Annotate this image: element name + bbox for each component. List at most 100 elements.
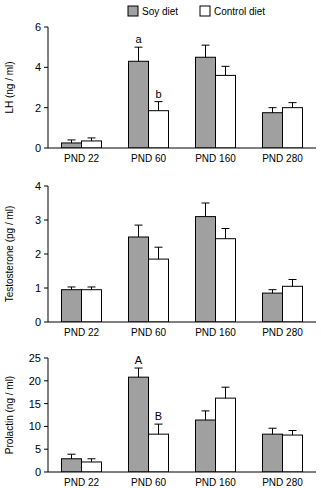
bar <box>62 290 82 322</box>
bar <box>149 111 169 148</box>
bar <box>283 435 303 472</box>
error-cap <box>269 289 277 290</box>
error-cap <box>202 45 210 46</box>
chart-panel: 0 5 10 15 20 25 PND 22 PND 60 PND 160 PND 280 Prol… <box>4 352 316 488</box>
y-tick <box>44 67 48 68</box>
x-tick-label: PND 160 <box>195 153 236 164</box>
figure: 0246PND 22PND 60PND 160PND 280LH (ng / m… <box>0 0 321 488</box>
bar <box>196 57 216 148</box>
y-tick-label: 25 <box>29 352 41 364</box>
annotation: a <box>135 33 142 45</box>
bar <box>82 462 102 472</box>
error-cap <box>202 203 210 204</box>
legend-label: Control diet <box>214 6 265 17</box>
y-tick-label: 4 <box>35 61 41 73</box>
y-tick-label: 2 <box>35 248 41 260</box>
error-cap <box>135 368 143 369</box>
error-cap <box>155 424 163 425</box>
x-tick-label: PND 22 <box>64 327 99 338</box>
error-cap <box>135 47 143 48</box>
bar <box>216 75 236 148</box>
y-tick <box>44 107 48 108</box>
annotation: b <box>155 88 161 100</box>
y-tick <box>44 358 48 359</box>
marks <box>62 203 303 322</box>
error-cap <box>68 139 76 140</box>
x-tick-label: PND 22 <box>64 477 99 488</box>
bar <box>196 420 216 472</box>
y-tick <box>44 148 48 149</box>
y-tick <box>44 27 48 28</box>
x-tick-label: PND 280 <box>262 153 303 164</box>
y-axis <box>48 358 49 472</box>
bar <box>216 239 236 322</box>
y-tick-label: 0 <box>35 316 41 328</box>
bar <box>149 259 169 322</box>
y-tick-label: 0 <box>35 142 41 154</box>
y-tick-label: 5 <box>35 443 41 455</box>
error-cap <box>222 228 230 229</box>
annotation: B <box>155 410 162 422</box>
chart-panel: 01234PND 22PND 60PND 160PND 280Testoster… <box>4 180 316 338</box>
error-cap <box>222 66 230 67</box>
bar <box>216 398 236 472</box>
error-cap <box>155 247 163 248</box>
bar <box>129 237 149 322</box>
marks <box>62 45 303 148</box>
legend-swatch <box>200 6 210 16</box>
error-cap <box>68 454 76 455</box>
x-tick-label: PND 60 <box>131 327 166 338</box>
error-cap <box>155 101 163 102</box>
y-tick-label: 4 <box>35 180 41 192</box>
bar <box>82 290 102 322</box>
y-tick-label: 10 <box>29 420 41 432</box>
error-cap <box>222 387 230 388</box>
error-cap <box>88 137 96 138</box>
error-cap <box>289 430 297 431</box>
y-tick-label: 15 <box>29 398 41 410</box>
bar <box>149 434 169 472</box>
y-tick-label: 20 <box>29 375 41 387</box>
bar <box>196 217 216 322</box>
marks <box>62 368 303 472</box>
bar <box>62 143 82 148</box>
error-cap <box>269 428 277 429</box>
x-tick-label: PND 160 <box>195 327 236 338</box>
y-tick <box>44 426 48 427</box>
y-tick-label: 0 <box>35 466 41 478</box>
legend-label: Soy diet <box>142 6 178 17</box>
y-tick <box>44 322 48 323</box>
bar <box>82 141 102 148</box>
y-tick <box>44 380 48 381</box>
error-cap <box>289 279 297 280</box>
y-tick <box>44 472 48 473</box>
x-tick-label: PND 280 <box>262 477 303 488</box>
error-cap <box>269 107 277 108</box>
error-cap <box>88 286 96 287</box>
annotation: A <box>135 354 143 366</box>
error-cap <box>202 410 210 411</box>
error-cap <box>88 458 96 459</box>
y-tick <box>44 254 48 255</box>
y-tick <box>44 186 48 187</box>
bar <box>283 286 303 322</box>
y-axis-label: Testosterone (pg / ml) <box>4 206 15 303</box>
error-cap <box>135 225 143 226</box>
error-cap <box>289 102 297 103</box>
x-axis <box>48 472 316 473</box>
chart-panel: 0246PND 22PND 60PND 160PND 280LH (ng / m… <box>4 6 316 164</box>
x-tick-label: PND 60 <box>131 477 166 488</box>
x-tick-label: PND 160 <box>195 477 236 488</box>
y-axis-label: Prolactin (ng / ml) <box>4 376 15 454</box>
bar <box>263 293 283 322</box>
y-tick <box>44 449 48 450</box>
y-axis <box>48 27 49 148</box>
x-tick-label: PND 60 <box>131 153 166 164</box>
y-tick-label: 1 <box>35 282 41 294</box>
legend-swatch <box>128 6 138 16</box>
bar <box>263 434 283 472</box>
y-tick <box>44 288 48 289</box>
bar <box>129 377 149 472</box>
x-axis <box>48 322 316 323</box>
y-tick <box>44 403 48 404</box>
